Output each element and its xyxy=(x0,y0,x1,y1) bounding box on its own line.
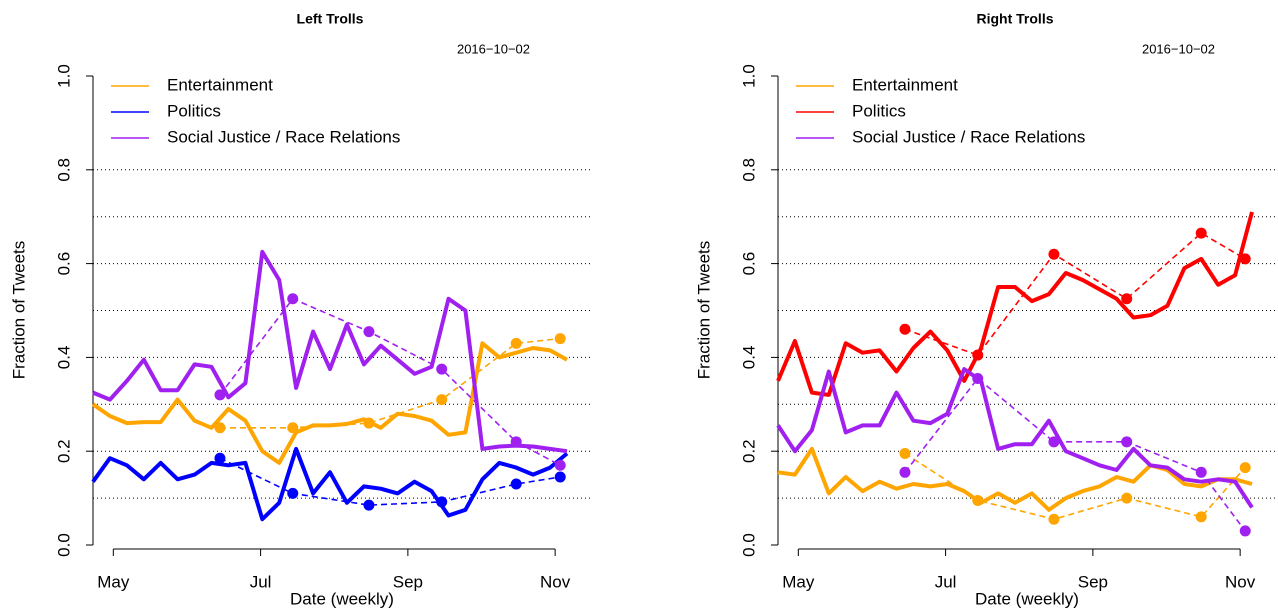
y-tick-label: 0.6 xyxy=(739,252,758,276)
y-tick-label: 0.8 xyxy=(739,158,758,182)
chart-title: Right Trolls xyxy=(977,11,1054,27)
legend-label: Politics xyxy=(852,101,906,120)
y-tick-label: 0.0 xyxy=(54,533,73,557)
y-tick-label: 0.4 xyxy=(739,346,758,370)
y-tick-label: 0.2 xyxy=(739,439,758,463)
monthly-point xyxy=(287,487,299,499)
x-tick-label: May xyxy=(782,572,815,591)
monthly-point xyxy=(554,471,566,483)
x-tick-label: Jul xyxy=(250,572,272,591)
monthly-point xyxy=(436,496,448,508)
monthly-line xyxy=(904,232,1246,357)
x-tick-label: May xyxy=(97,572,130,591)
monthly-point xyxy=(214,389,226,401)
annotation: 2016−10−02 xyxy=(1142,41,1215,56)
monthly-point xyxy=(510,337,522,349)
monthly-point xyxy=(1195,511,1207,523)
x-tick-label: Nov xyxy=(540,572,571,591)
monthly-point xyxy=(972,349,984,361)
monthly-point xyxy=(972,494,984,506)
x-tick-label: Sep xyxy=(1078,572,1108,591)
weekly-line xyxy=(92,249,568,454)
weekly-line xyxy=(777,446,1253,512)
monthly-point xyxy=(363,417,375,429)
chart-title: Left Trolls xyxy=(297,11,364,27)
monthly-point xyxy=(1048,248,1060,260)
y-axis-label: Fraction of Tweets xyxy=(9,241,28,380)
y-tick-label: 0.6 xyxy=(54,252,73,276)
annotation: 2016−10−02 xyxy=(457,41,530,56)
monthly-point xyxy=(1121,492,1133,504)
monthly-point xyxy=(214,422,226,434)
weekly-line xyxy=(776,211,1254,397)
monthly-point xyxy=(1239,462,1251,474)
monthly-point xyxy=(214,452,226,464)
legend-label: Politics xyxy=(167,101,221,120)
y-axis-label: Fraction of Tweets xyxy=(694,241,713,380)
monthly-line xyxy=(219,457,561,506)
monthly-point xyxy=(899,466,911,478)
monthly-point xyxy=(1121,436,1133,448)
x-tick-label: Jul xyxy=(935,572,957,591)
legend-label: Entertainment xyxy=(852,75,958,94)
monthly-line xyxy=(220,337,561,429)
x-axis-label: Date (weekly) xyxy=(975,589,1079,608)
y-tick-label: 0.0 xyxy=(739,533,758,557)
y-tick-label: 1.0 xyxy=(739,64,758,88)
y-tick-label: 0.2 xyxy=(54,439,73,463)
monthly-point xyxy=(899,448,911,460)
monthly-line xyxy=(219,297,561,467)
y-tick-label: 1.0 xyxy=(54,64,73,88)
legend-label: Social Justice / Race Relations xyxy=(167,127,400,146)
x-tick-label: Sep xyxy=(393,572,423,591)
monthly-point xyxy=(510,436,522,448)
weekly-line xyxy=(776,367,1254,509)
monthly-point xyxy=(1195,466,1207,478)
weekly-line xyxy=(91,446,569,522)
monthly-point xyxy=(1239,253,1251,265)
monthly-point xyxy=(972,373,984,385)
monthly-point xyxy=(363,499,375,511)
monthly-point xyxy=(436,394,448,406)
monthly-point xyxy=(554,333,566,345)
monthly-point xyxy=(287,293,299,305)
monthly-point xyxy=(1195,227,1207,239)
legend-label: Entertainment xyxy=(167,75,273,94)
y-tick-label: 0.4 xyxy=(54,346,73,370)
monthly-point xyxy=(363,326,375,338)
monthly-line xyxy=(904,452,1246,521)
monthly-point xyxy=(899,323,911,335)
y-tick-label: 0.8 xyxy=(54,158,73,182)
monthly-point xyxy=(1048,436,1060,448)
monthly-point xyxy=(287,422,299,434)
monthly-line xyxy=(904,377,1246,532)
weekly-line xyxy=(91,341,568,465)
monthly-point xyxy=(1121,293,1133,305)
x-tick-label: Nov xyxy=(1225,572,1256,591)
monthly-point xyxy=(436,363,448,375)
monthly-point xyxy=(1048,513,1060,525)
monthly-point xyxy=(510,478,522,490)
legend-label: Social Justice / Race Relations xyxy=(852,127,1085,146)
monthly-point xyxy=(554,459,566,471)
x-axis-label: Date (weekly) xyxy=(290,589,394,608)
monthly-point xyxy=(1239,525,1251,537)
